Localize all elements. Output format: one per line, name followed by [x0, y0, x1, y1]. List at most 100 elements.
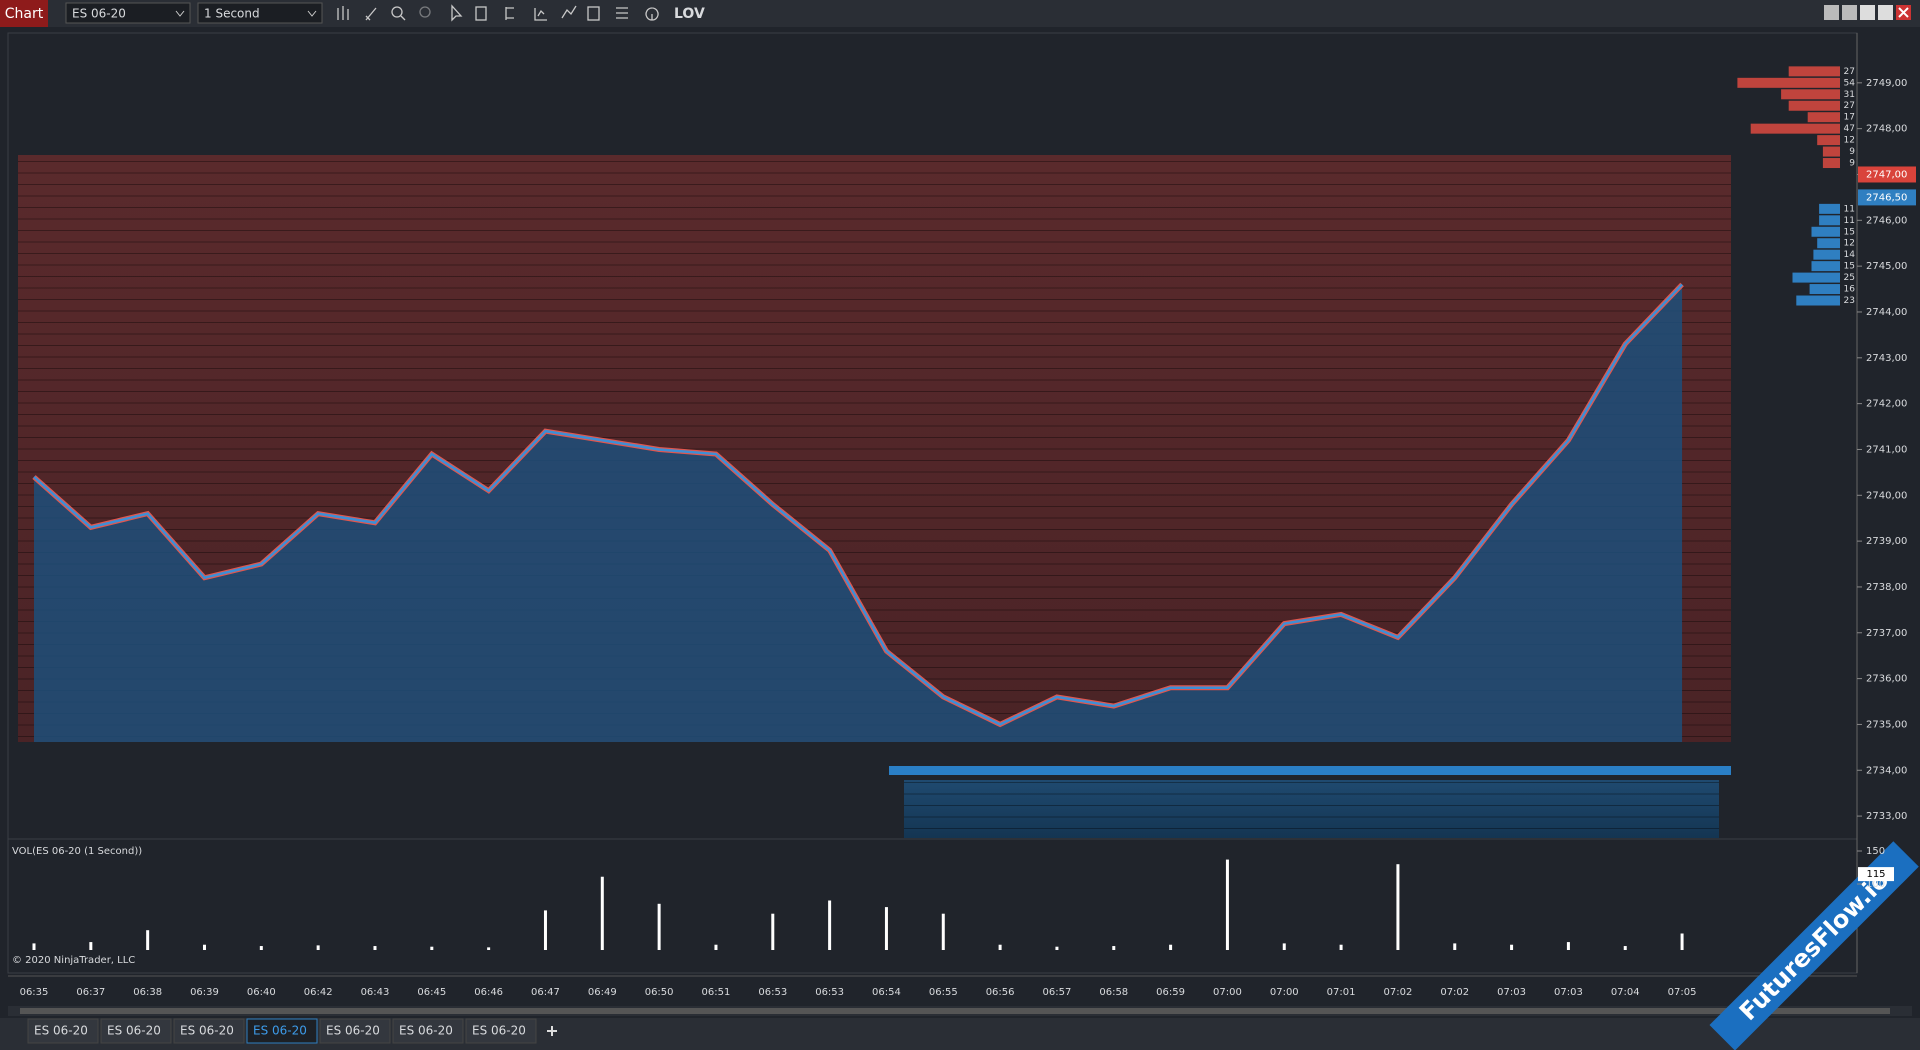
ask-bar: [1822, 158, 1840, 169]
tab-label: ES 06-20: [472, 1024, 526, 1038]
dom-size: 12: [1844, 136, 1855, 146]
x-tick-label: 07:01: [1327, 987, 1356, 998]
volume-bar: [1396, 864, 1400, 950]
x-tick-label: 06:55: [929, 987, 958, 998]
x-tick-label: 07:02: [1440, 987, 1469, 998]
volume-bar: [657, 903, 661, 950]
x-tick-label: 07:04: [1611, 987, 1640, 998]
price-marker: [1858, 189, 1916, 206]
volume-bar: [771, 913, 775, 950]
volume-bar: [146, 930, 150, 950]
vol-last-label: 115: [1866, 869, 1885, 880]
y-tick-label: 2745,00: [1866, 261, 1907, 272]
volume-bar: [430, 946, 434, 950]
x-tick-label: 07:03: [1554, 987, 1583, 998]
ask-bar: [1788, 66, 1840, 77]
ask-bar: [1822, 146, 1840, 157]
instrument-select[interactable]: [65, 2, 191, 24]
dom-size: 27: [1844, 101, 1855, 111]
dom-size: 11: [1844, 204, 1855, 214]
y-tick-label: 2736,00: [1866, 674, 1907, 685]
x-tick-label: 06:53: [758, 987, 787, 998]
toolbar-icons[interactable]: [337, 4, 659, 22]
x-tick-label: 06:53: [815, 987, 844, 998]
tab[interactable]: [465, 1018, 537, 1044]
x-tick-label: 06:37: [76, 987, 105, 998]
bid-bar: [1819, 203, 1840, 214]
dom-size: 14: [1844, 250, 1856, 260]
volume-bar: [1453, 943, 1457, 950]
add-tab[interactable]: [547, 1026, 557, 1036]
price-marker-label: 2746,50: [1866, 192, 1907, 203]
dom-size: 15: [1844, 262, 1855, 272]
tab-label: ES 06-20: [107, 1024, 161, 1038]
price-marker-label: 2747,00: [1866, 169, 1907, 180]
window-buttons[interactable]: [1824, 5, 1911, 20]
volume-bar: [1225, 859, 1229, 950]
y-tick-label: 2735,00: [1866, 719, 1907, 730]
volume-bar: [259, 946, 263, 950]
x-tick-label: 06:43: [361, 987, 390, 998]
volume-bar: [1680, 933, 1684, 950]
volume-bar: [1510, 944, 1514, 950]
bid-bar: [1792, 272, 1840, 283]
y-tick-label: 2738,00: [1866, 582, 1907, 593]
interval: 1 Second: [204, 7, 260, 21]
dom-size: 16: [1844, 285, 1856, 295]
y-tick-label: 2748,00: [1866, 124, 1907, 135]
dom-size: 25: [1844, 273, 1855, 283]
volume-bar: [1169, 944, 1173, 950]
dom-size: 47: [1844, 124, 1855, 134]
interval-select[interactable]: [197, 2, 323, 24]
volume-bar: [1339, 944, 1343, 950]
price-marker: [1858, 166, 1916, 183]
x-tick-label: 06:59: [1156, 987, 1185, 998]
dom-size: 31: [1844, 90, 1855, 100]
y-tick-label: 2741,00: [1866, 444, 1907, 455]
tab[interactable]: [100, 1018, 172, 1044]
vol-tick-label: 100: [1866, 879, 1885, 890]
volume-bar: [714, 944, 718, 950]
dropdown-arrow: [175, 10, 185, 17]
x-tick-label: 06:39: [190, 987, 219, 998]
y-tick-label: 2746,00: [1866, 215, 1907, 226]
volume-bar: [202, 944, 206, 950]
y-tick-label: 2742,00: [1866, 399, 1907, 410]
y-tick-label: 2739,00: [1866, 536, 1907, 547]
volume-panel: [7, 838, 1858, 974]
x-tick-label: 07:02: [1384, 987, 1413, 998]
x-tick-label: 07:00: [1270, 987, 1299, 998]
bid-bar: [1811, 261, 1840, 272]
scroll-thumb[interactable]: [20, 1008, 1890, 1014]
x-tick-label: 06:49: [588, 987, 617, 998]
x-tick-label: 07:05: [1668, 987, 1697, 998]
bid-bar: [1809, 284, 1840, 295]
x-tick-label: 06:50: [645, 987, 674, 998]
x-tick-label: 06:56: [986, 987, 1015, 998]
ask-bar: [1788, 100, 1840, 111]
volume-bar: [828, 900, 832, 950]
x-tick-label: 06:46: [474, 987, 503, 998]
volume-bar: [884, 907, 888, 950]
tab[interactable]: [246, 1018, 318, 1044]
tab[interactable]: [392, 1018, 464, 1044]
price-line: [33, 283, 1683, 726]
volume-bar: [89, 942, 93, 950]
x-tick-label: 07:00: [1213, 987, 1242, 998]
tab-label: ES 06-20: [399, 1024, 453, 1038]
bid-bar: [1796, 295, 1840, 306]
volume-bar: [487, 947, 491, 950]
vol-tick-label: 150: [1866, 846, 1885, 857]
x-tick-label: 06:40: [247, 987, 276, 998]
dom-size: 9: [1849, 147, 1855, 157]
volume-bar: [1055, 946, 1059, 950]
dropdown-arrow: [307, 10, 317, 17]
volume-bar: [373, 946, 377, 950]
tab[interactable]: [173, 1018, 245, 1044]
tab[interactable]: [27, 1018, 99, 1044]
tab[interactable]: [319, 1018, 391, 1044]
volume-bar: [1623, 946, 1627, 950]
x-tick-label: 06:51: [702, 987, 731, 998]
